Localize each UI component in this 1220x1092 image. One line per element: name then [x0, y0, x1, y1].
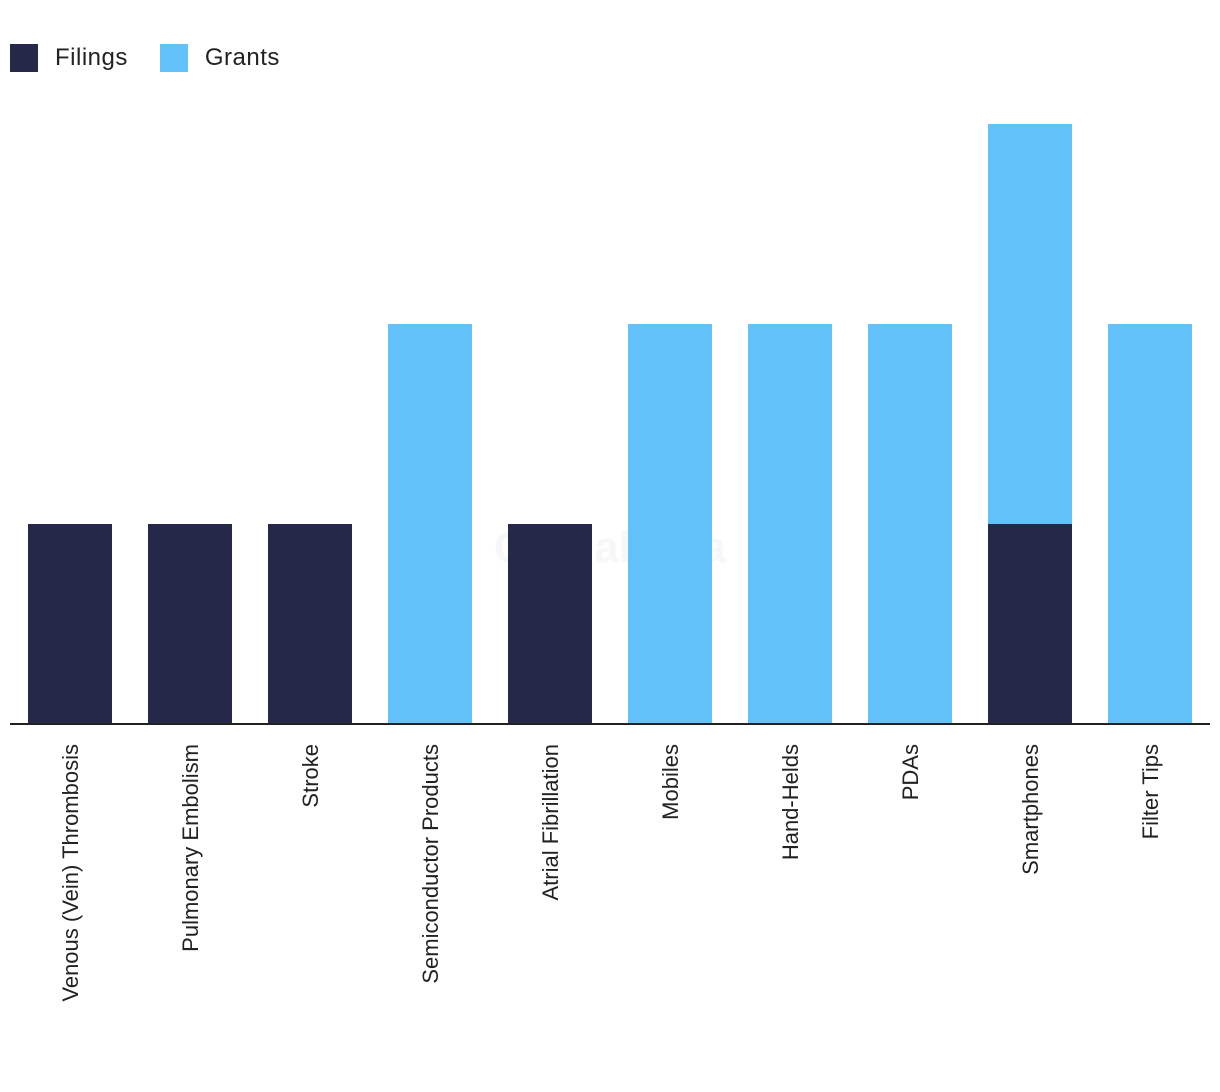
bar-filings-3 [268, 524, 352, 724]
x-tick-label: Hand-Helds [778, 744, 803, 860]
legend-swatch-grants [159, 44, 188, 72]
x-tick-label: Semiconductor Products [418, 744, 443, 984]
bar-grants-9 [988, 124, 1072, 524]
bar-filings-1 [28, 524, 112, 724]
x-tick-label: Pulmonary Embolism [178, 744, 203, 952]
bar-grants-6 [628, 324, 712, 724]
legend-swatch-filings [10, 44, 38, 72]
bar-filings-2 [148, 524, 232, 724]
x-tick-label: Mobiles [658, 744, 683, 820]
legend-item-filings: Filings [10, 44, 128, 72]
x-tick-label: Stroke [298, 744, 323, 808]
bar-grants-4 [388, 324, 472, 724]
bars-group [28, 124, 1192, 724]
legend-item-grants: Grants [159, 44, 280, 72]
x-tick-label: Venous (Vein) Thrombosis [58, 744, 83, 1002]
legend-label-grants: Grants [204, 44, 280, 71]
bar-grants-10 [1108, 324, 1192, 724]
legend-label-filings: Filings [55, 44, 128, 71]
legend: Filings Grants [10, 44, 312, 72]
bar-filings-5 [508, 524, 592, 724]
x-tick-label: PDAs [898, 744, 923, 800]
x-tick-label: Filter Tips [1138, 744, 1163, 839]
bar-grants-7 [748, 324, 832, 724]
bar-filings-9 [988, 524, 1072, 724]
x-tick-labels: Venous (Vein) Thrombosis Pulmonary Emboli… [58, 744, 1163, 1002]
bar-grants-8 [868, 324, 952, 724]
x-tick-label: Smartphones [1018, 744, 1043, 875]
x-tick-label: Atrial Fibrillation [538, 744, 563, 901]
